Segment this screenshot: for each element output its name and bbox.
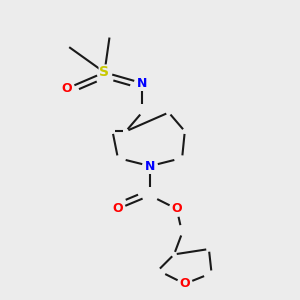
Text: N: N — [137, 76, 147, 90]
Text: S: S — [100, 65, 110, 80]
Text: O: O — [179, 277, 190, 290]
Text: O: O — [172, 202, 182, 215]
Text: O: O — [112, 202, 123, 215]
Text: N: N — [145, 160, 155, 172]
Text: O: O — [62, 82, 72, 95]
